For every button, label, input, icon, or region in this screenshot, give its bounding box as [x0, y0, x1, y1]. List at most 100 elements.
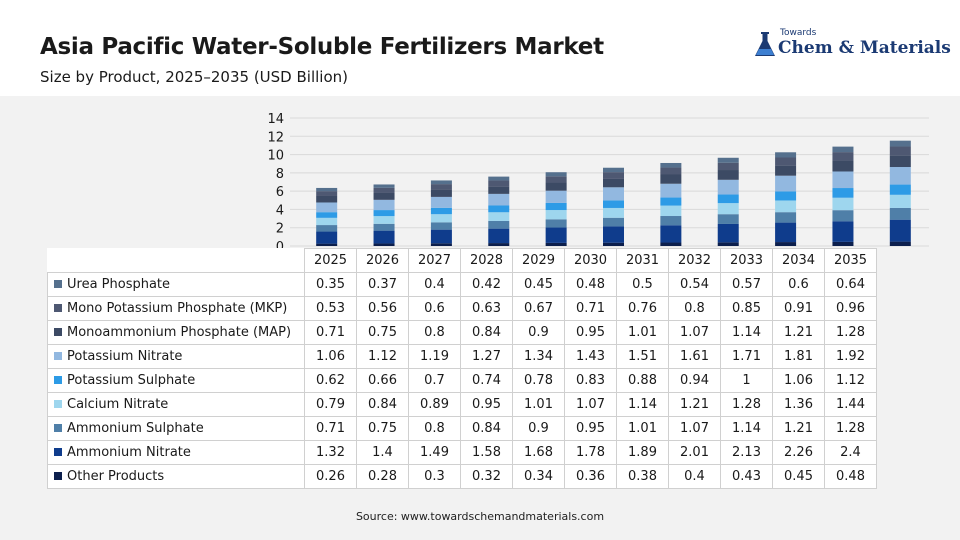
table-cell: 2.13 — [720, 440, 773, 465]
table-cell: 1.12 — [824, 368, 877, 393]
table-cell: 0.84 — [460, 416, 513, 441]
bar-segment — [717, 242, 739, 246]
bar-segment — [545, 210, 567, 220]
table-cell: 1.14 — [720, 416, 773, 441]
bar-segment — [545, 172, 567, 177]
table-cell: 0.7 — [408, 368, 461, 393]
bar-segment — [316, 231, 338, 244]
bar-segment — [316, 191, 338, 196]
series-label: Potassium Nitrate — [47, 344, 305, 369]
series-label: Mono Potassium Phosphate (MKP) — [47, 296, 305, 321]
table-cell: 0.8 — [668, 296, 721, 321]
table-cell: 0.26 — [304, 464, 357, 489]
bar-segment — [373, 192, 395, 200]
bar-segment — [775, 175, 797, 192]
table-cell: 2.26 — [772, 440, 825, 465]
bar-segment — [430, 243, 452, 246]
table-cell: 1.19 — [408, 344, 461, 369]
x-category-label: 2026 — [356, 248, 409, 273]
bar-segment — [430, 196, 452, 208]
table-cell: 0.75 — [356, 416, 409, 441]
series-name: Potassium Sulphate — [67, 373, 196, 388]
table-cell: 0.45 — [512, 272, 565, 297]
bar-segment — [373, 243, 395, 246]
bar-segment — [717, 194, 739, 204]
bar-segment — [717, 170, 739, 180]
table-cell: 2.4 — [824, 440, 877, 465]
table-cell: 1.12 — [356, 344, 409, 369]
bar-segment — [488, 243, 510, 246]
bar-segment — [832, 171, 854, 189]
y-tick-label: 10 — [267, 149, 284, 164]
series-label: Ammonium Nitrate — [47, 440, 305, 465]
table-cell: 1.68 — [512, 440, 565, 465]
table-cell: 0.71 — [304, 320, 357, 345]
legend-swatch — [54, 448, 62, 456]
legend-swatch — [54, 304, 62, 312]
bar-segment — [832, 241, 854, 246]
bar-segment — [717, 162, 739, 171]
bar-segment — [430, 189, 452, 197]
x-category-label: 2033 — [720, 248, 773, 273]
table-cell: 0.54 — [668, 272, 721, 297]
table-cell: 0.36 — [564, 464, 617, 489]
table-cell: 0.8 — [408, 416, 461, 441]
series-name: Other Products — [67, 469, 165, 484]
bar-segment — [889, 167, 911, 185]
table-cell: 0.94 — [668, 368, 721, 393]
table-cell: 0.53 — [304, 296, 357, 321]
bar-segment — [603, 178, 624, 188]
series-name: Ammonium Sulphate — [67, 421, 204, 436]
table-cell: 0.45 — [772, 464, 825, 489]
table-cell: 1.92 — [824, 344, 877, 369]
bar-segment — [660, 183, 682, 198]
bar-segment — [488, 228, 510, 244]
table-corner — [48, 249, 305, 273]
bar-segment — [717, 203, 739, 215]
table-cell: 0.5 — [616, 272, 669, 297]
table-cell: 0.95 — [564, 320, 617, 345]
bar-segment — [775, 165, 797, 176]
table-cell: 0.56 — [356, 296, 409, 321]
bar-segment — [603, 226, 624, 243]
table-row: Monoammonium Phosphate (MAP) 0.71 0.75 0.8 0… — [47, 320, 877, 345]
legend-swatch — [54, 472, 62, 480]
bar-segment — [316, 195, 338, 203]
bar-segment — [889, 140, 911, 147]
table-cell: 1.58 — [460, 440, 513, 465]
bar-segment — [488, 180, 510, 187]
chart-title: Asia Pacific Water-Soluble Fertilizers M… — [40, 34, 604, 60]
table-header-row: 2025 2026 2027 2028 2029 2030 2031 2032 2033 2034… — [48, 248, 877, 273]
table-cell: 1.28 — [720, 392, 773, 417]
bar-segment — [373, 216, 395, 224]
x-category-label: 2031 — [616, 248, 669, 273]
table-cell: 1.06 — [772, 368, 825, 393]
table-cell: 1.14 — [616, 392, 669, 417]
bar-segment — [488, 212, 510, 221]
table-cell: 0.71 — [304, 416, 357, 441]
table-cell: 0.6 — [772, 272, 825, 297]
table-cell: 1.71 — [720, 344, 773, 369]
bar-segment — [660, 167, 682, 175]
table-cell: 0.88 — [616, 368, 669, 393]
bar-segment — [775, 200, 797, 213]
series-label: Calcium Nitrate — [47, 392, 305, 417]
bar-segment — [889, 184, 911, 195]
bar-segment — [316, 217, 338, 226]
table-cell: 0.95 — [564, 416, 617, 441]
table-row: Ammonium Sulphate 0.71 0.75 0.8 0.84 0.9 0.95 1… — [47, 416, 877, 441]
bar-segment — [373, 187, 395, 193]
bar-segment — [660, 162, 682, 168]
bar-segment — [430, 207, 452, 215]
bar-segment — [889, 219, 911, 242]
bar-segment — [832, 197, 854, 211]
flask-icon — [755, 32, 775, 56]
table-cell: 1.01 — [512, 392, 565, 417]
series-label: Ammonium Sulphate — [47, 416, 305, 441]
legend-swatch — [54, 424, 62, 432]
y-tick-label: 6 — [276, 185, 284, 200]
table-cell: 1.07 — [668, 416, 721, 441]
table-cell: 0.75 — [356, 320, 409, 345]
table-cell: 0.37 — [356, 272, 409, 297]
table-cell: 1.14 — [720, 320, 773, 345]
